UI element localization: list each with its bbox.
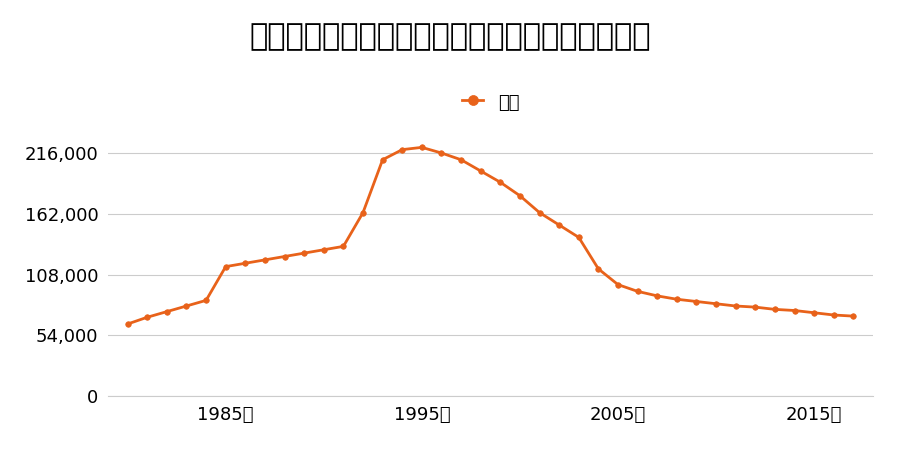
価格 — [319, 247, 329, 252]
価格 — [809, 310, 820, 315]
価格 — [455, 157, 466, 162]
価格 — [181, 303, 192, 309]
価格 — [573, 234, 584, 240]
価格 — [515, 193, 526, 198]
価格 — [279, 254, 290, 259]
価格 — [593, 266, 604, 271]
価格 — [417, 145, 428, 150]
価格 — [475, 168, 486, 174]
価格 — [436, 150, 447, 156]
価格 — [220, 264, 231, 269]
価格 — [161, 309, 172, 314]
価格 — [554, 222, 564, 228]
価格 — [142, 315, 153, 320]
価格 — [397, 147, 408, 152]
価格 — [299, 250, 310, 256]
価格 — [259, 257, 270, 262]
価格 — [613, 282, 624, 288]
価格 — [770, 307, 780, 312]
価格 — [338, 243, 349, 249]
価格 — [730, 303, 741, 309]
価格 — [534, 210, 544, 215]
価格 — [495, 180, 506, 185]
Legend: 価格: 価格 — [462, 93, 519, 112]
価格 — [122, 321, 133, 327]
価格 — [848, 313, 859, 319]
価格 — [711, 301, 722, 306]
価格 — [671, 297, 682, 302]
価格 — [750, 304, 760, 310]
価格 — [789, 308, 800, 313]
価格 — [357, 210, 368, 215]
価格 — [828, 312, 839, 318]
価格 — [240, 261, 251, 266]
価格 — [691, 299, 702, 304]
価格 — [652, 293, 662, 299]
価格 — [201, 298, 212, 303]
Line: 価格: 価格 — [125, 144, 856, 327]
価格 — [377, 157, 388, 162]
Text: 福井県福井市大宮３丁目１６０２番２の地価推移: 福井県福井市大宮３丁目１６０２番２の地価推移 — [249, 22, 651, 51]
価格 — [632, 289, 643, 294]
